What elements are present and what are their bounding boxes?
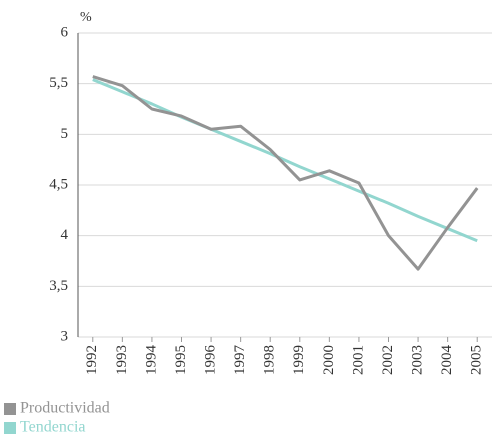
x-tick-label: 1999 (291, 345, 307, 375)
x-tick-label: 2001 (350, 345, 366, 375)
y-tick-label: 3,5 (49, 278, 68, 294)
line-series (92, 75, 479, 271)
x-tick-label: 1993 (114, 345, 130, 375)
legend-label: Productividad (20, 400, 110, 417)
y-unit: % (80, 10, 92, 25)
y-tick-label: 5 (61, 126, 69, 142)
x-tick-label: 1996 (203, 345, 219, 376)
line-series (92, 78, 478, 243)
y-tick-label: 4,5 (49, 176, 68, 192)
x-tick-label: 2005 (469, 345, 485, 375)
y-tick-label: 3 (61, 328, 69, 344)
y-tick-label: 5,5 (49, 75, 68, 91)
x-tick-label: 1994 (143, 345, 159, 376)
x-tick-label: 2002 (380, 345, 396, 375)
x-tick-label: 1998 (262, 345, 278, 375)
x-tick-label: 2000 (321, 345, 337, 375)
y-tick-label: 6 (61, 24, 69, 40)
x-tick-label: 1992 (84, 345, 100, 375)
x-tick-label: 1995 (173, 345, 189, 375)
legend-swatch (4, 403, 16, 415)
x-tick-label: 2003 (410, 345, 426, 375)
x-tick-label: 1997 (232, 345, 248, 376)
legend-swatch (4, 422, 16, 434)
legend-label: Tendencia (20, 419, 86, 436)
x-tick-label: 2004 (439, 345, 455, 376)
y-tick-label: 4 (61, 227, 69, 243)
